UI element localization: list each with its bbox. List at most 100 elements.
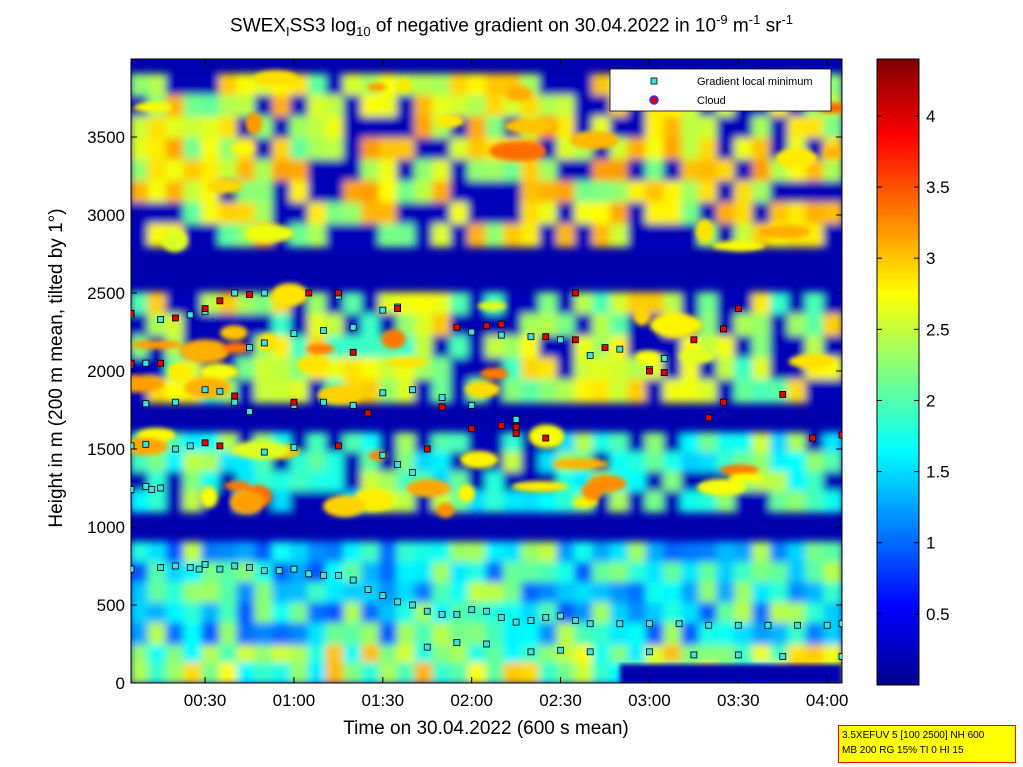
heat-streak <box>696 218 714 243</box>
heat-cell <box>449 335 470 360</box>
heat-cell <box>556 159 577 183</box>
heat-cell <box>592 561 612 585</box>
heat-cell <box>787 379 808 404</box>
heat-cell <box>627 116 648 140</box>
heat-streak <box>712 240 765 252</box>
heat-cell <box>378 202 399 226</box>
gradient-min-marker <box>438 394 446 401</box>
heat-cell <box>485 116 506 140</box>
heat-cell <box>218 541 239 564</box>
heat-cell <box>485 643 506 665</box>
heat-cell <box>787 541 808 564</box>
heat-cell <box>289 180 310 205</box>
heat-cell <box>805 180 826 205</box>
heat-cell <box>254 622 275 645</box>
heat-cell <box>823 541 842 564</box>
heat-cell <box>449 643 470 665</box>
gradient-min-marker <box>497 331 505 339</box>
gradient-min-marker <box>423 607 431 615</box>
heat-cell <box>467 95 488 119</box>
heat-cell <box>769 451 790 474</box>
heat-cell <box>449 180 470 205</box>
heat-cell <box>609 116 630 140</box>
heat-cell <box>183 622 204 645</box>
heat-cell <box>787 643 808 665</box>
heat-cell <box>307 223 328 248</box>
heat-cell <box>645 223 666 248</box>
heat-cell <box>183 73 204 98</box>
heat-cell <box>218 202 239 226</box>
gradient-min-marker <box>379 592 387 600</box>
heat-cell <box>663 490 684 513</box>
heat-cell <box>183 116 204 140</box>
heat-cell <box>343 622 364 645</box>
heat-cell <box>272 159 292 183</box>
heat-cell <box>663 379 684 404</box>
gradient-min-marker <box>483 640 490 648</box>
heat-cell <box>681 379 701 404</box>
info-line-1: 3.5XEFUV 5 [100 2500] NH 600 <box>842 730 985 741</box>
heat-cell <box>503 159 524 183</box>
x-tick-label: 03:30 <box>717 691 760 710</box>
heat-cell <box>823 490 842 513</box>
gradient-min-marker <box>734 621 742 629</box>
heat-cell <box>627 643 648 665</box>
heat-cell <box>556 622 577 645</box>
heat-cell <box>183 541 204 564</box>
gradient-min-marker <box>186 442 194 450</box>
heat-cell <box>165 622 186 645</box>
colorbar-tick-label: 3.5 <box>926 178 950 197</box>
heat-streak <box>199 363 239 381</box>
heat-streak <box>131 374 164 393</box>
heat-cell <box>681 137 701 162</box>
gradient-min-marker <box>468 606 476 614</box>
heat-streak <box>649 313 703 337</box>
heat-cell <box>592 313 612 338</box>
colorbar-tick-label: 0.5 <box>926 605 950 624</box>
heat-cell <box>734 643 755 665</box>
gradient-min-marker <box>557 612 564 620</box>
heat-streak <box>230 144 255 154</box>
heat-cell <box>414 313 435 338</box>
heat-cell <box>131 313 150 338</box>
gradient-min-marker <box>305 570 313 578</box>
heat-cell <box>503 180 524 205</box>
heat-cell <box>289 662 310 683</box>
heat-cell <box>289 137 310 162</box>
gradient-min-marker <box>246 564 253 571</box>
y-tick-label: 1500 <box>87 440 125 459</box>
heat-cell <box>236 202 257 226</box>
heat-cell <box>218 622 239 645</box>
heat-cell <box>396 582 417 605</box>
gradient-min-marker <box>379 306 387 314</box>
heat-cell <box>131 602 150 625</box>
heat-cell <box>272 541 292 564</box>
heat-cell <box>361 662 381 683</box>
heat-cell <box>183 223 204 248</box>
heat-cell <box>823 451 842 474</box>
cloud-marker <box>483 322 490 330</box>
heat-cell <box>236 95 257 119</box>
cloud-marker <box>660 369 668 376</box>
heat-cell <box>556 379 577 404</box>
heat-cell <box>823 379 842 404</box>
heat-cell <box>769 335 790 360</box>
y-tick-label: 0 <box>116 674 125 693</box>
heat-streak <box>161 229 188 253</box>
heat-streak <box>385 357 429 368</box>
heat-cell <box>325 159 346 183</box>
heat-cell <box>805 490 826 513</box>
heat-cell <box>378 643 399 665</box>
heat-cell <box>325 541 346 564</box>
heat-cell <box>432 622 452 645</box>
heat-cell <box>521 451 541 474</box>
heat-cell <box>165 73 186 98</box>
heat-cell <box>467 662 488 683</box>
heat-cell <box>414 662 435 683</box>
heat-cell <box>147 292 168 316</box>
heat-cell <box>503 432 524 454</box>
heat-cell <box>752 432 772 454</box>
heat-cell <box>254 313 275 338</box>
heat-cell <box>236 643 257 665</box>
heat-cell <box>218 292 239 316</box>
